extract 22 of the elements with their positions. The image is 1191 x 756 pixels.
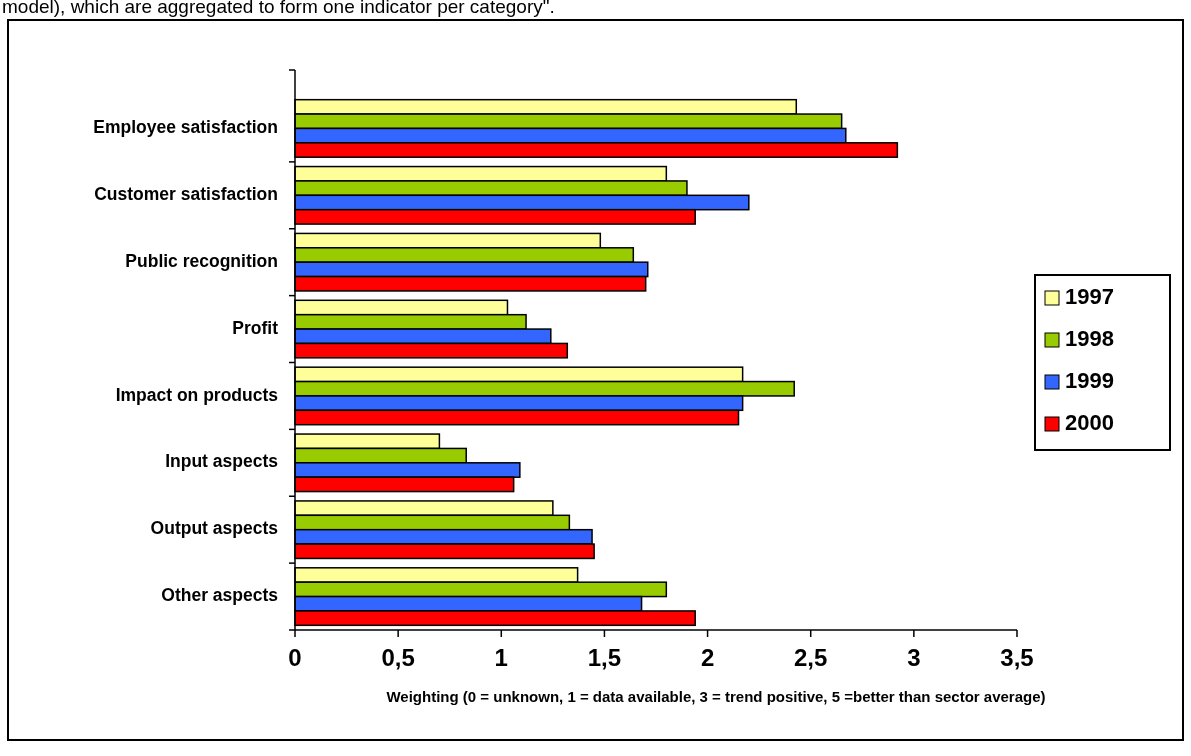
x-tick-label: 0,5 xyxy=(381,644,415,672)
y-tick-label: Profit xyxy=(232,317,279,338)
text: model), which are aggregated to form one indicator per category". xyxy=(2,0,555,18)
legend-label: 1998 xyxy=(1065,325,1114,351)
y-tick-label: Impact on products xyxy=(115,384,279,405)
x-tick-label: 2,5 xyxy=(794,644,828,672)
y-tick-label: Customer satisfaction xyxy=(94,183,278,204)
x-tick-label: 1 xyxy=(494,644,508,672)
x-tick-label: 2 xyxy=(700,644,715,672)
y-tick-label: Input aspects xyxy=(165,451,279,472)
y-tick-label: Public recognition xyxy=(125,250,278,271)
x-tick-label: 3 xyxy=(907,644,921,672)
y-tick-label: Output aspects xyxy=(150,518,279,539)
x-tick-label: 0 xyxy=(288,644,302,672)
x-tick-label: 3,5 xyxy=(1000,644,1034,672)
legend-label: 2000 xyxy=(1065,409,1114,435)
x-axis-title: Weighting (0 = unknown, 1 = data available, 3 = trend positive, 5 =better than sector average) xyxy=(386,687,1046,705)
x-tick-label: 1,5 xyxy=(587,644,622,672)
legend-label: 1999 xyxy=(1065,367,1114,393)
y-tick-label: Other aspects xyxy=(161,585,279,606)
legend-label: 1997 xyxy=(1065,283,1114,309)
y-tick-label: Employee satisfaction xyxy=(93,117,278,138)
